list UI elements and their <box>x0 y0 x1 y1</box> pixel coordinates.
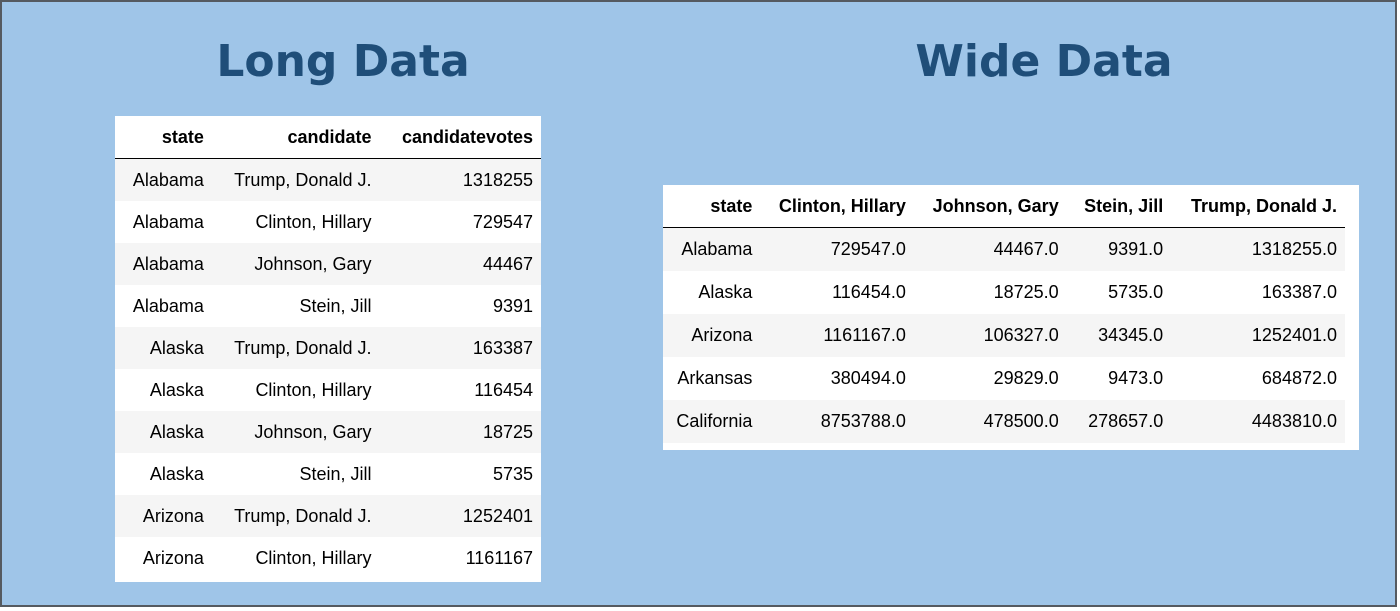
table-row: Alabama Clinton, Hillary 729547 <box>115 201 541 243</box>
long-data-panel: state candidate candidatevotes Alabama Trum… <box>115 116 541 582</box>
table-cell: Alaska <box>115 369 212 411</box>
table-cell: 29829.0 <box>913 357 1067 400</box>
long-data-title: Long Data <box>216 36 470 87</box>
table-cell: Alaska <box>115 411 212 453</box>
table-cell: Alabama <box>115 285 212 327</box>
table-cell: Arizona <box>115 537 212 579</box>
table-cell: 8753788.0 <box>760 400 914 443</box>
table-cell: 5735 <box>379 453 541 495</box>
table-cell: Alaska <box>663 271 761 314</box>
table-cell: 9391 <box>379 285 541 327</box>
column-header: candidatevotes <box>379 116 541 159</box>
table-row: Alaska Clinton, Hillary 116454 <box>115 369 541 411</box>
table-row: Alaska Trump, Donald J. 163387 <box>115 327 541 369</box>
table-cell: Arizona <box>115 495 212 537</box>
table-row: Alabama Trump, Donald J. 1318255 <box>115 158 541 201</box>
table-cell: 1252401.0 <box>1171 314 1345 357</box>
table-cell: 18725.0 <box>913 271 1067 314</box>
table-cell: 729547 <box>379 201 541 243</box>
table-cell: 278657.0 <box>1066 400 1172 443</box>
table-cell: 4483810.0 <box>1171 400 1345 443</box>
table-cell: 5735.0 <box>1066 271 1172 314</box>
table-header-row: state Clinton, Hillary Johnson, Gary Stein,… <box>663 185 1345 228</box>
column-header: Clinton, Hillary <box>760 185 914 228</box>
table-row: Alabama Stein, Jill 9391 <box>115 285 541 327</box>
table-cell: 34345.0 <box>1066 314 1172 357</box>
table-cell: 9473.0 <box>1066 357 1172 400</box>
table-cell: 729547.0 <box>760 227 914 271</box>
table-cell: 163387 <box>379 327 541 369</box>
table-row: Alabama Johnson, Gary 44467 <box>115 243 541 285</box>
wide-data-table: state Clinton, Hillary Johnson, Gary Stein,… <box>663 185 1345 443</box>
long-data-table: state candidate candidatevotes Alabama Trum… <box>115 116 541 579</box>
table-cell: Alabama <box>115 158 212 201</box>
table-cell: Alabama <box>115 201 212 243</box>
table-cell: 106327.0 <box>913 314 1067 357</box>
table-cell: 9391.0 <box>1066 227 1172 271</box>
table-row: Arizona Trump, Donald J. 1252401 <box>115 495 541 537</box>
table-cell: 1318255 <box>379 158 541 201</box>
table-row: Arizona 1161167.0 106327.0 34345.0 1252401.0 <box>663 314 1345 357</box>
table-row: Alaska Johnson, Gary 18725 <box>115 411 541 453</box>
table-cell: 380494.0 <box>760 357 914 400</box>
wide-data-title: Wide Data <box>915 36 1173 87</box>
table-cell: Clinton, Hillary <box>211 201 380 243</box>
table-cell: Arkansas <box>663 357 761 400</box>
table-cell: Clinton, Hillary <box>211 369 380 411</box>
table-cell: 44467 <box>379 243 541 285</box>
table-cell: 684872.0 <box>1171 357 1345 400</box>
table-cell: Alabama <box>115 243 212 285</box>
table-cell: 116454.0 <box>760 271 914 314</box>
table-row: California 8753788.0 478500.0 278657.0 44838… <box>663 400 1345 443</box>
table-cell: 1252401 <box>379 495 541 537</box>
table-cell: Arizona <box>663 314 761 357</box>
table-cell: California <box>663 400 761 443</box>
table-cell: Johnson, Gary <box>211 243 380 285</box>
table-row: Arkansas 380494.0 29829.0 9473.0 684872.0 <box>663 357 1345 400</box>
table-cell: 1161167 <box>379 537 541 579</box>
table-row: Alabama 729547.0 44467.0 9391.0 1318255.0 <box>663 227 1345 271</box>
table-cell: 116454 <box>379 369 541 411</box>
table-cell: Clinton, Hillary <box>211 537 380 579</box>
table-row: Alaska Stein, Jill 5735 <box>115 453 541 495</box>
table-cell: Alaska <box>115 327 212 369</box>
table-cell: Trump, Donald J. <box>211 495 380 537</box>
table-cell: Alaska <box>115 453 212 495</box>
table-row: Alaska 116454.0 18725.0 5735.0 163387.0 <box>663 271 1345 314</box>
table-cell: Stein, Jill <box>211 285 380 327</box>
table-cell: 44467.0 <box>913 227 1067 271</box>
table-cell: 163387.0 <box>1171 271 1345 314</box>
column-header: candidate <box>211 116 380 159</box>
table-cell: 18725 <box>379 411 541 453</box>
table-cell: 1318255.0 <box>1171 227 1345 271</box>
table-row: Arizona Clinton, Hillary 1161167 <box>115 537 541 579</box>
table-cell: 1161167.0 <box>760 314 914 357</box>
column-header: state <box>115 116 212 159</box>
table-cell: Alabama <box>663 227 761 271</box>
wide-data-panel: state Clinton, Hillary Johnson, Gary Stein,… <box>663 185 1359 450</box>
table-cell: Trump, Donald J. <box>211 158 380 201</box>
column-header: Johnson, Gary <box>913 185 1067 228</box>
table-cell: Johnson, Gary <box>211 411 380 453</box>
table-header-row: state candidate candidatevotes <box>115 116 541 159</box>
table-cell: Stein, Jill <box>211 453 380 495</box>
column-header: Trump, Donald J. <box>1171 185 1345 228</box>
column-header: state <box>663 185 761 228</box>
table-cell: 478500.0 <box>913 400 1067 443</box>
column-header: Stein, Jill <box>1066 185 1172 228</box>
table-cell: Trump, Donald J. <box>211 327 380 369</box>
